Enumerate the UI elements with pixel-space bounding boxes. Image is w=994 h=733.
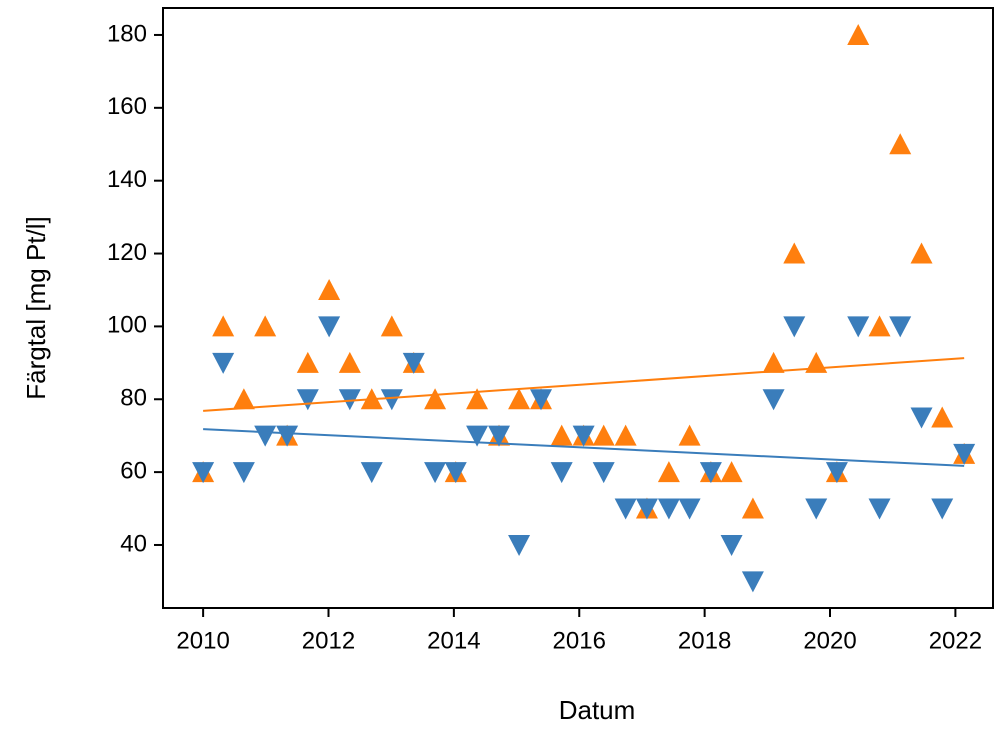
data-point — [296, 351, 319, 373]
data-point — [783, 316, 806, 338]
x-tick-label: 2018 — [678, 627, 731, 654]
data-point — [254, 425, 277, 447]
data-point — [889, 133, 912, 155]
y-tick-label: 100 — [107, 312, 147, 339]
data-point — [741, 497, 764, 519]
data-point — [550, 424, 573, 446]
data-point — [889, 316, 912, 338]
data-point — [380, 315, 403, 337]
data-point — [825, 462, 848, 484]
y-tick-label: 80 — [120, 385, 147, 412]
data-point — [614, 498, 637, 520]
data-point — [762, 389, 785, 411]
data-point — [380, 389, 403, 411]
data-point — [592, 424, 615, 446]
data-point — [318, 278, 341, 300]
data-point — [910, 242, 933, 264]
data-point — [592, 462, 615, 484]
data-point — [254, 315, 277, 337]
data-point — [360, 462, 383, 484]
x-tick-label: 2016 — [553, 627, 606, 654]
data-point — [466, 425, 489, 447]
data-point — [741, 571, 764, 593]
x-tick-label: 2022 — [929, 627, 982, 654]
data-point — [508, 534, 531, 556]
data-point — [508, 388, 531, 410]
x-tick-label: 2014 — [427, 627, 480, 654]
trend-line — [203, 357, 965, 412]
data-point — [720, 534, 743, 556]
data-point — [192, 462, 215, 484]
data-point — [572, 425, 595, 447]
data-point — [910, 407, 933, 429]
data-point — [699, 462, 722, 484]
data-point — [847, 316, 870, 338]
data-point — [657, 461, 680, 483]
data-point — [847, 23, 870, 45]
data-point — [635, 498, 658, 520]
y-tick-label: 140 — [107, 166, 147, 193]
data-point — [678, 424, 701, 446]
y-tick-label: 60 — [120, 457, 147, 484]
x-axis-label: Datum — [559, 695, 636, 725]
data-point — [338, 351, 361, 373]
data-point — [424, 462, 447, 484]
data-point — [232, 388, 255, 410]
data-point — [296, 389, 319, 411]
data-point — [657, 498, 680, 520]
trend-line — [203, 428, 965, 467]
data-point — [212, 352, 235, 374]
x-tick-label: 2010 — [176, 627, 229, 654]
y-tick-label: 180 — [107, 20, 147, 47]
data-point — [931, 498, 954, 520]
data-point — [444, 462, 467, 484]
data-point — [762, 351, 785, 373]
x-tick-label: 2020 — [803, 627, 856, 654]
data-point — [931, 406, 954, 428]
data-point — [678, 498, 701, 520]
data-point — [720, 461, 743, 483]
data-point — [783, 242, 806, 264]
y-tick-label: 160 — [107, 93, 147, 120]
data-point — [232, 462, 255, 484]
data-point — [424, 388, 447, 410]
y-tick-label: 120 — [107, 239, 147, 266]
data-point — [530, 389, 553, 411]
data-point — [276, 425, 299, 447]
data-point — [212, 315, 235, 337]
data-point — [466, 388, 489, 410]
plot-frame — [162, 7, 994, 609]
data-point — [550, 462, 573, 484]
data-point — [488, 425, 511, 447]
data-point — [953, 443, 976, 465]
data-point — [318, 316, 341, 338]
data-point — [868, 498, 891, 520]
data-point — [805, 498, 828, 520]
y-tick-label: 40 — [120, 530, 147, 557]
y-axis-label: Färgtal [mg Pt/l] — [21, 216, 51, 400]
data-point — [614, 424, 637, 446]
data-point — [402, 352, 425, 374]
data-point — [868, 315, 891, 337]
x-tick-label: 2012 — [302, 627, 355, 654]
